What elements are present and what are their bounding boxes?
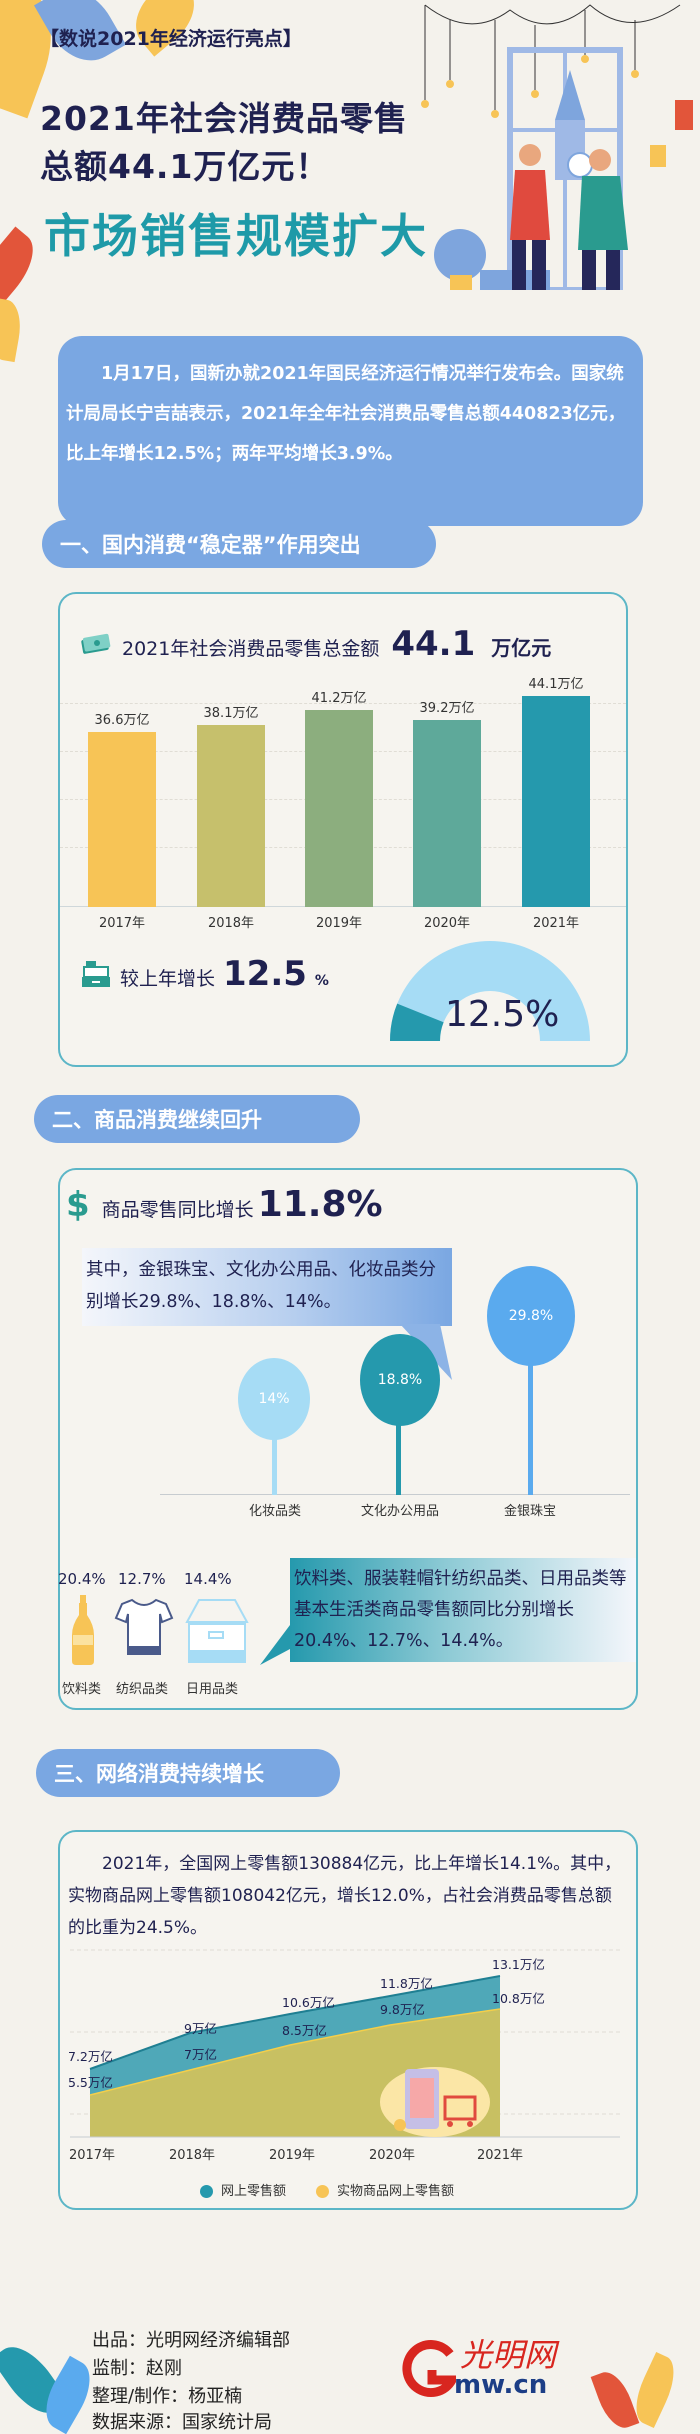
- gauge-label: 12.5%: [445, 994, 560, 1035]
- credit-supervisor: 监制：赵刚: [92, 2358, 182, 2379]
- logo-domain: mw.cn: [454, 2370, 548, 2400]
- section2-growth-row: $ 商品零售同比增长 11.8%: [66, 1184, 383, 1225]
- legend-item-online: 网上零售额: [200, 2180, 286, 2199]
- x-axis-label: 2020年: [423, 916, 471, 931]
- intro-box: 1月17日，国新办就2021年国民经济运行情况举行发布会。国家统计局局长宁吉喆表…: [58, 336, 643, 526]
- area-label: 9.8万亿: [380, 2002, 425, 2017]
- tshirt-icon: [114, 1598, 174, 1655]
- area-label: 7万亿: [184, 2047, 217, 2062]
- bar-label: 41.2万亿: [311, 691, 367, 706]
- handshake-illustration: [421, 4, 693, 290]
- growth-row: 较上年增长 12.5 %: [80, 954, 329, 994]
- dollar-icon: $: [66, 1185, 90, 1225]
- bar-2020: [413, 720, 481, 907]
- pictogram-label: 饮料类: [62, 1682, 102, 1697]
- legend-dot-icon: [200, 2185, 213, 2198]
- leaf-decoration: [0, 297, 25, 363]
- bar-2019: [305, 710, 373, 907]
- chart-legend: 网上零售额 实物商品网上零售额: [200, 2180, 454, 2199]
- online-sales-area-chart: [70, 1949, 620, 2138]
- total-value: 44.1: [391, 624, 476, 664]
- page-title-line2: 总额44.1万亿元！: [40, 147, 330, 186]
- bar-2021: [522, 696, 590, 907]
- x-axis-label: 2021年: [476, 2148, 524, 2163]
- pictogram-value: 12.7%: [118, 1570, 166, 1588]
- section2-heading: 二、商品消费继续回升: [34, 1095, 360, 1143]
- area-label: 10.8万亿: [492, 1991, 545, 2006]
- area-label: 10.6万亿: [282, 1995, 335, 2010]
- section3-text: 2021年，全国网上零售额130884亿元，比上年增长14.1%。其中，实物商品…: [68, 1854, 622, 1938]
- x-axis-label: 2018年: [207, 916, 255, 931]
- growth-value: 12.5: [223, 954, 307, 994]
- x-axis-label: 2019年: [315, 916, 363, 931]
- area-label: 8.5万亿: [282, 2023, 327, 2038]
- balloon-jewelry: 29.8%: [487, 1266, 575, 1366]
- x-axis-label: 2017年: [68, 2148, 116, 2163]
- money-bill-icon: [81, 633, 111, 654]
- logo-g-icon: [402, 2340, 456, 2397]
- credit-producer: 出品：光明网经济编辑部: [92, 2330, 290, 2351]
- pictogram-value: 14.4%: [184, 1570, 232, 1588]
- section1-total-row: 2021年社会消费品零售总金额 44.1 万亿元: [80, 624, 551, 664]
- callout-daily-goods: 饮料类、服装鞋帽针纺织品类、日用品类等基本生活类商品零售额同比分别增长20.4%…: [290, 1558, 636, 1662]
- section1-card: 2021年社会消费品零售总金额 44.1 万亿元 36.6万亿 38.1万亿 4…: [58, 592, 628, 1067]
- section3-heading: 三、网络消费持续增长: [36, 1749, 340, 1797]
- x-axis-label: 2017年: [98, 916, 146, 931]
- category-lollipop-chart: 14% 18.8% 29.8% 化妆品类 文化办公用品 金银珠宝: [160, 1170, 630, 1570]
- balloon-cosmetics: 14%: [238, 1358, 310, 1440]
- page-subtitle: 市场销售规模扩大: [44, 209, 428, 263]
- leaf-decoration: [590, 2366, 640, 2434]
- logo-text: 光明网: [460, 2336, 557, 2374]
- cash-register-icon: [82, 961, 110, 987]
- retail-bar-chart: 36.6万亿 38.1万亿 41.2万亿 39.2万亿 44.1万亿: [60, 677, 626, 907]
- x-axis-label: 2021年: [532, 916, 580, 931]
- area-label: 11.8万亿: [380, 1976, 433, 1991]
- section3-card: 2021年，全国网上零售额130884亿元，比上年增长14.1%。其中，实物商品…: [58, 1830, 638, 2210]
- credit-editor: 整理/制作：杨亚楠: [92, 2386, 243, 2407]
- gmw-logo: 光明网 mw.cn: [402, 2332, 592, 2402]
- total-label: 2021年社会消费品零售总金额: [122, 638, 380, 660]
- kicker: 【数说2021年经济运行亮点】: [40, 28, 302, 50]
- x-axis-label: 2018年: [168, 2148, 216, 2163]
- legend-dot-icon: [316, 2185, 330, 2198]
- bar-2018: [197, 725, 265, 907]
- area-label: 7.2万亿: [68, 2049, 113, 2064]
- bar-label: 36.6万亿: [94, 713, 150, 728]
- section2-card: $ 商品零售同比增长 11.8% 其中，金银珠宝、文化办公用品、化妆品类分别增长…: [58, 1168, 638, 1710]
- storage-box-icon: [185, 1599, 249, 1663]
- total-unit: 万亿元: [491, 636, 552, 660]
- growth-unit: %: [314, 973, 329, 989]
- page-title-line1: 2021年社会消费品零售: [40, 99, 408, 138]
- bar-label: 38.1万亿: [203, 706, 259, 721]
- x-axis-label: 2019年: [268, 2148, 316, 2163]
- callout-jewelry: 其中，金银珠宝、文化办公用品、化妆品类分别增长29.8%、18.8%、14%。: [82, 1248, 452, 1326]
- balloon-office: 18.8%: [360, 1334, 440, 1426]
- category-label: 金银珠宝: [503, 1504, 556, 1519]
- bottle-icon: [72, 1595, 94, 1665]
- x-axis-label: 2020年: [368, 2148, 416, 2163]
- section2-growth-label: 商品零售同比增长: [101, 1199, 254, 1221]
- bar-2017: [88, 732, 156, 907]
- area-label: 13.1万亿: [492, 1957, 545, 1972]
- pictogram-value: 20.4%: [58, 1570, 106, 1588]
- category-label: 化妆品类: [248, 1504, 301, 1519]
- growth-label: 较上年增长: [120, 968, 216, 990]
- section1-heading: 一、国内消费“稳定器”作用突出: [42, 520, 436, 568]
- category-label: 文化办公用品: [360, 1504, 439, 1519]
- legend-item-physical: 实物商品网上零售额: [316, 2180, 454, 2199]
- bar-label: 39.2万亿: [419, 701, 475, 716]
- pictogram-label: 纺织品类: [116, 1682, 169, 1697]
- callout-pointer: [260, 1625, 290, 1665]
- bar-label: 44.1万亿: [528, 677, 584, 692]
- section2-growth-value: 11.8%: [257, 1184, 383, 1225]
- credit-source: 数据来源：国家统计局: [92, 2412, 272, 2433]
- growth-gauge: [389, 941, 590, 1041]
- area-label: 5.5万亿: [68, 2075, 113, 2090]
- pictogram-label: 日用品类: [186, 1682, 239, 1697]
- area-label: 9万亿: [184, 2021, 217, 2036]
